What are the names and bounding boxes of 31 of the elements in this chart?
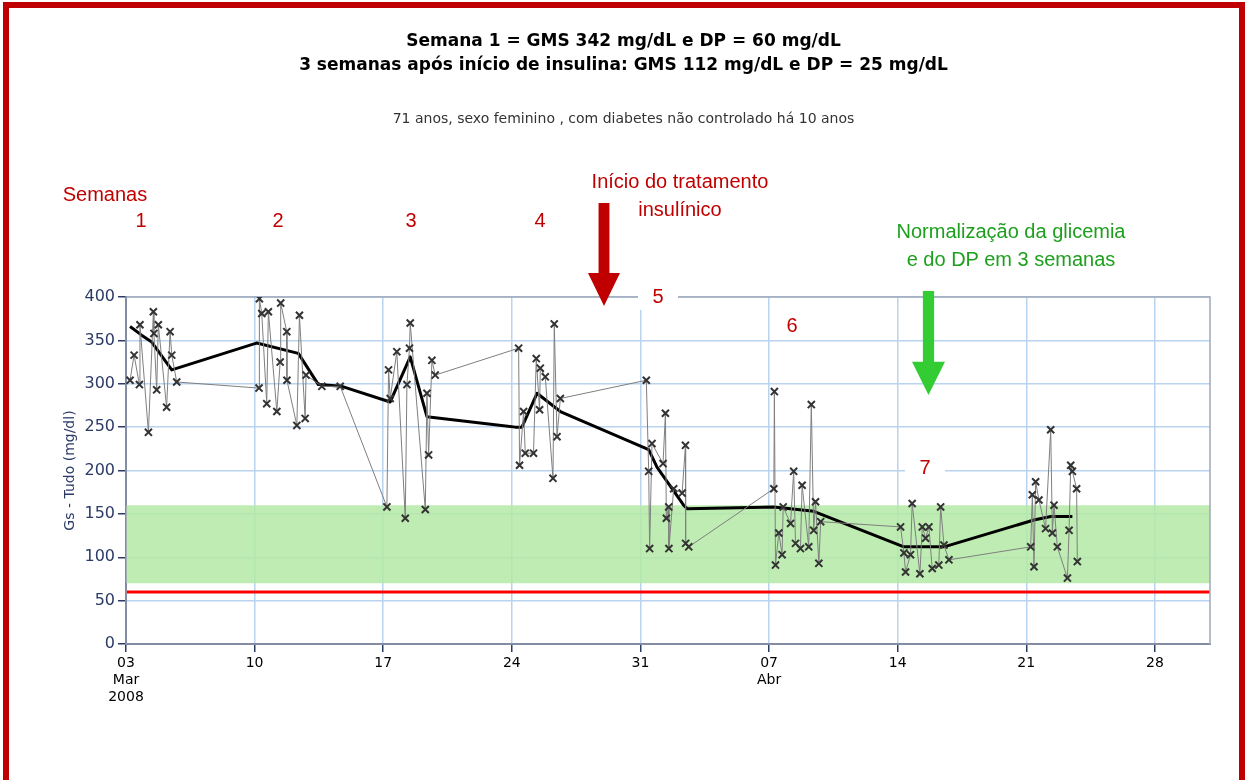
chart-title: Semana 1 = GMS 342 mg/dL e DP = 60 mg/dL 3 semanas após início de insulina: GMS 112 mg/dL e DP = 25 mg/dL	[298, 29, 949, 76]
chart-subtitle: 71 anos, sexo feminino , com diabetes não controlado há 10 anos	[391, 110, 856, 126]
text: 2	[272, 208, 284, 233]
text: 3	[405, 208, 417, 233]
y-tick-label: 150	[84, 503, 115, 523]
y-axis-title: Gs - Tudo (mg/dl)	[61, 410, 78, 531]
y-tick-label: 50	[94, 589, 115, 609]
x-tick-label: 31	[631, 654, 650, 671]
x-tick-label: 21	[1017, 654, 1036, 671]
y-tick-label: 0	[104, 633, 115, 653]
y-tick-label: 400	[84, 286, 115, 306]
y-tick-label: 250	[84, 416, 115, 436]
text: Normalização da glicemia e do DP em 3 semanas	[893, 217, 1129, 273]
y-tick-label: 300	[84, 372, 115, 392]
x-tick-label: 17	[374, 654, 393, 671]
x-tick-label: 24	[502, 654, 521, 671]
annotation: 5	[638, 282, 678, 310]
annotation: 6	[772, 311, 812, 339]
text: Semanas	[62, 182, 148, 207]
y-tick-label: 100	[84, 546, 115, 566]
x-tick-label: 14	[888, 654, 907, 671]
x-tick-label: 07 Abr	[756, 654, 782, 687]
y-tick-label: 350	[84, 329, 115, 349]
x-tick-label: 03 Mar 2008	[108, 654, 144, 704]
text: 4	[534, 208, 546, 233]
text: Início do tratamento insulínico	[590, 169, 770, 222]
text: 1	[135, 208, 147, 233]
x-tick-label: 28	[1145, 654, 1164, 671]
y-tick-label: 200	[84, 459, 115, 479]
annotation: 7	[905, 453, 945, 481]
x-tick-label: 10	[245, 654, 264, 671]
